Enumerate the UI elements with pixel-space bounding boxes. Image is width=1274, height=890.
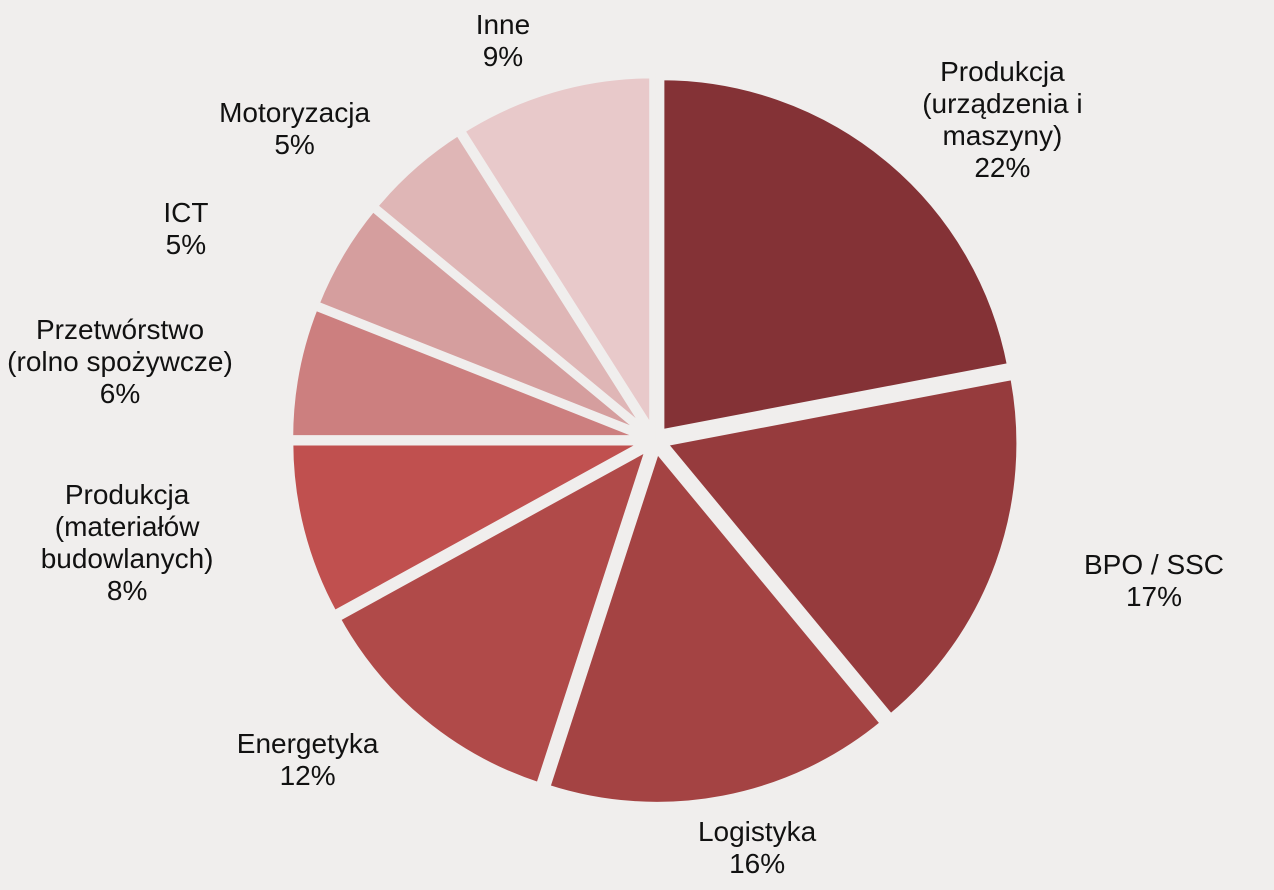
slice-label: ICT 5% — [66, 197, 306, 261]
slice-name: Inne — [475, 9, 531, 41]
slice-name: Przetwórstwo (rolno spożywcze) — [7, 314, 233, 378]
pie-slice — [312, 204, 649, 438]
slice-label: Przetwórstwo (rolno spożywcze) 6% — [0, 314, 240, 410]
pie-slice — [457, 72, 656, 441]
slice-value: 12% — [279, 759, 336, 791]
slice-value: 16% — [729, 847, 786, 879]
slice-value: 9% — [482, 41, 524, 73]
slice-label: Produkcja (materiałów budowlanych) 8% — [7, 479, 247, 607]
slice-label: Logistyka 16% — [637, 816, 877, 880]
slice-name: Motoryzacja — [219, 96, 371, 128]
slice-name: Produkcja (materiałów budowlanych) — [40, 479, 214, 575]
slice-name: ICT — [163, 196, 209, 228]
pie-slice — [287, 439, 647, 618]
slice-label: Motoryzacja 5% — [175, 97, 415, 161]
pie-slice — [543, 443, 888, 808]
slice-name: Logistyka — [697, 815, 817, 847]
slice-value: 8% — [106, 575, 148, 607]
pie-slice — [370, 128, 651, 435]
slice-value: 5% — [165, 228, 207, 260]
pie-slice — [287, 303, 647, 442]
slice-value: 17% — [1125, 580, 1183, 612]
pie-slice — [658, 373, 1023, 722]
pie-slice — [333, 441, 654, 790]
slice-value: 5% — [274, 128, 315, 160]
slice-label: Produkcja (urządzenia i maszyny) 22% — [882, 56, 1122, 184]
slice-name: BPO / SSC — [1083, 548, 1225, 580]
slice-value: 6% — [99, 378, 141, 410]
slice-label: Inne 9% — [383, 9, 623, 73]
slice-name: Produkcja (urządzenia i maszyny) — [922, 56, 1083, 152]
slice-value: 22% — [974, 152, 1031, 184]
slice-name: Energetyka — [236, 727, 379, 759]
slice-label: BPO / SSC 17% — [1034, 549, 1274, 613]
pie-slice — [658, 74, 1014, 436]
slice-label: Energetyka 12% — [188, 728, 428, 792]
